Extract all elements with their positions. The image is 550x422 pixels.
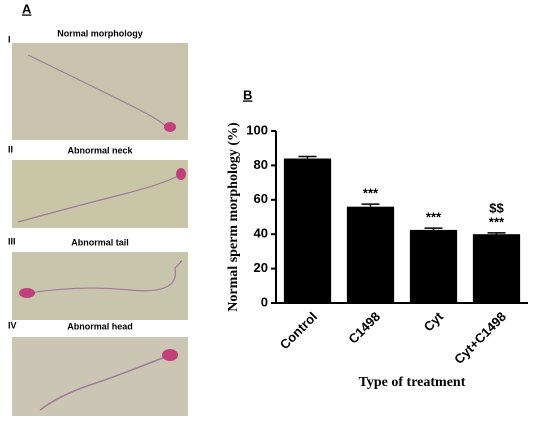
error-bar bbox=[424, 227, 443, 230]
y-axis-label: Normal sperm morphology (%) bbox=[226, 122, 241, 312]
x-tick-label: C1498 bbox=[345, 309, 383, 347]
significance-label: *** bbox=[363, 186, 379, 201]
bar bbox=[283, 158, 332, 303]
micrograph bbox=[12, 337, 188, 416]
y-tick-label: 0 bbox=[261, 294, 268, 309]
panel-a: A I Normal morphology II Abnormal neck I… bbox=[8, 1, 188, 416]
sperm bbox=[29, 260, 183, 294]
numeral: IV bbox=[8, 320, 17, 330]
sperm-head bbox=[164, 122, 176, 132]
sperm-head bbox=[162, 349, 178, 361]
sperm bbox=[39, 356, 166, 411]
x-tick-label: Cyt+C1498 bbox=[451, 309, 509, 367]
y-tick-label: 100 bbox=[246, 122, 268, 137]
bar bbox=[409, 229, 458, 303]
image-title: Abnormal tail bbox=[71, 237, 129, 247]
y-tick-label: 80 bbox=[254, 157, 268, 172]
image-title: Abnormal head bbox=[67, 321, 133, 331]
y-tick-label: 60 bbox=[254, 191, 268, 206]
sperm-head bbox=[176, 168, 186, 180]
x-tick-label: Control bbox=[277, 309, 320, 352]
significance-label: *** bbox=[489, 214, 505, 229]
micrograph bbox=[12, 160, 188, 228]
numeral: II bbox=[8, 144, 13, 154]
x-tick-label: Cyt bbox=[421, 308, 447, 334]
bar bbox=[472, 234, 521, 303]
numeral: III bbox=[8, 236, 16, 246]
micrograph bbox=[12, 252, 188, 320]
micrograph bbox=[12, 43, 188, 140]
panel-label: B bbox=[243, 87, 252, 102]
sperm bbox=[27, 54, 167, 129]
panel-label: A bbox=[22, 1, 32, 16]
image-title: Abnormal neck bbox=[67, 145, 133, 155]
error-bar bbox=[487, 232, 506, 235]
numeral: I bbox=[8, 34, 11, 44]
y-tick-label: 20 bbox=[254, 260, 268, 275]
error-bar bbox=[298, 155, 317, 159]
significance-label: *** bbox=[426, 210, 442, 225]
image-title: Normal morphology bbox=[57, 28, 143, 38]
sperm-head bbox=[19, 288, 35, 298]
y-tick-label: 40 bbox=[254, 226, 268, 241]
sperm bbox=[17, 175, 179, 223]
x-axis-label: Type of treatment bbox=[359, 375, 466, 390]
bar bbox=[346, 206, 395, 303]
error-bar bbox=[361, 203, 380, 207]
significance-label: $$ bbox=[489, 200, 504, 215]
